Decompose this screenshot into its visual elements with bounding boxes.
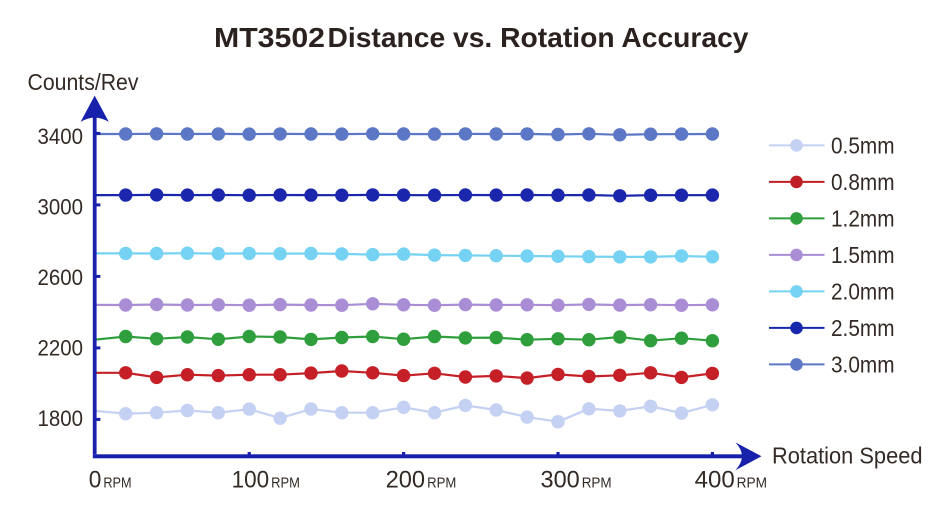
svg-text:RPM: RPM — [103, 475, 131, 492]
svg-text:400: 400 — [695, 467, 735, 494]
svg-text:300: 300 — [541, 467, 580, 494]
svg-text:Counts/Rev: Counts/Rev — [28, 69, 139, 95]
svg-text:0: 0 — [89, 467, 102, 494]
svg-text:1800: 1800 — [38, 406, 84, 431]
svg-text:2.0mm: 2.0mm — [831, 279, 895, 305]
svg-text:RPM: RPM — [582, 475, 612, 492]
svg-text:RPM: RPM — [737, 475, 767, 492]
svg-text:2600: 2600 — [38, 265, 84, 290]
svg-text:MT3502: MT3502 — [214, 22, 325, 53]
svg-text:Rotation Speed: Rotation Speed — [772, 442, 923, 468]
svg-text:0.5mm: 0.5mm — [831, 133, 895, 159]
svg-text:Distance vs. Rotation Accuracy: Distance vs. Rotation Accuracy — [328, 22, 750, 53]
svg-text:RPM: RPM — [427, 475, 456, 492]
svg-text:1.5mm: 1.5mm — [831, 242, 895, 268]
svg-text:2200: 2200 — [38, 336, 84, 361]
svg-text:3.0mm: 3.0mm — [831, 352, 895, 378]
svg-text:100: 100 — [232, 467, 270, 494]
svg-text:1.2mm: 1.2mm — [831, 206, 895, 232]
svg-text:RPM: RPM — [271, 475, 300, 492]
svg-text:3000: 3000 — [38, 195, 84, 220]
svg-text:3400: 3400 — [38, 124, 84, 149]
svg-text:200: 200 — [386, 467, 426, 494]
svg-text:2.5mm: 2.5mm — [831, 315, 895, 341]
svg-text:0.8mm: 0.8mm — [831, 169, 895, 195]
